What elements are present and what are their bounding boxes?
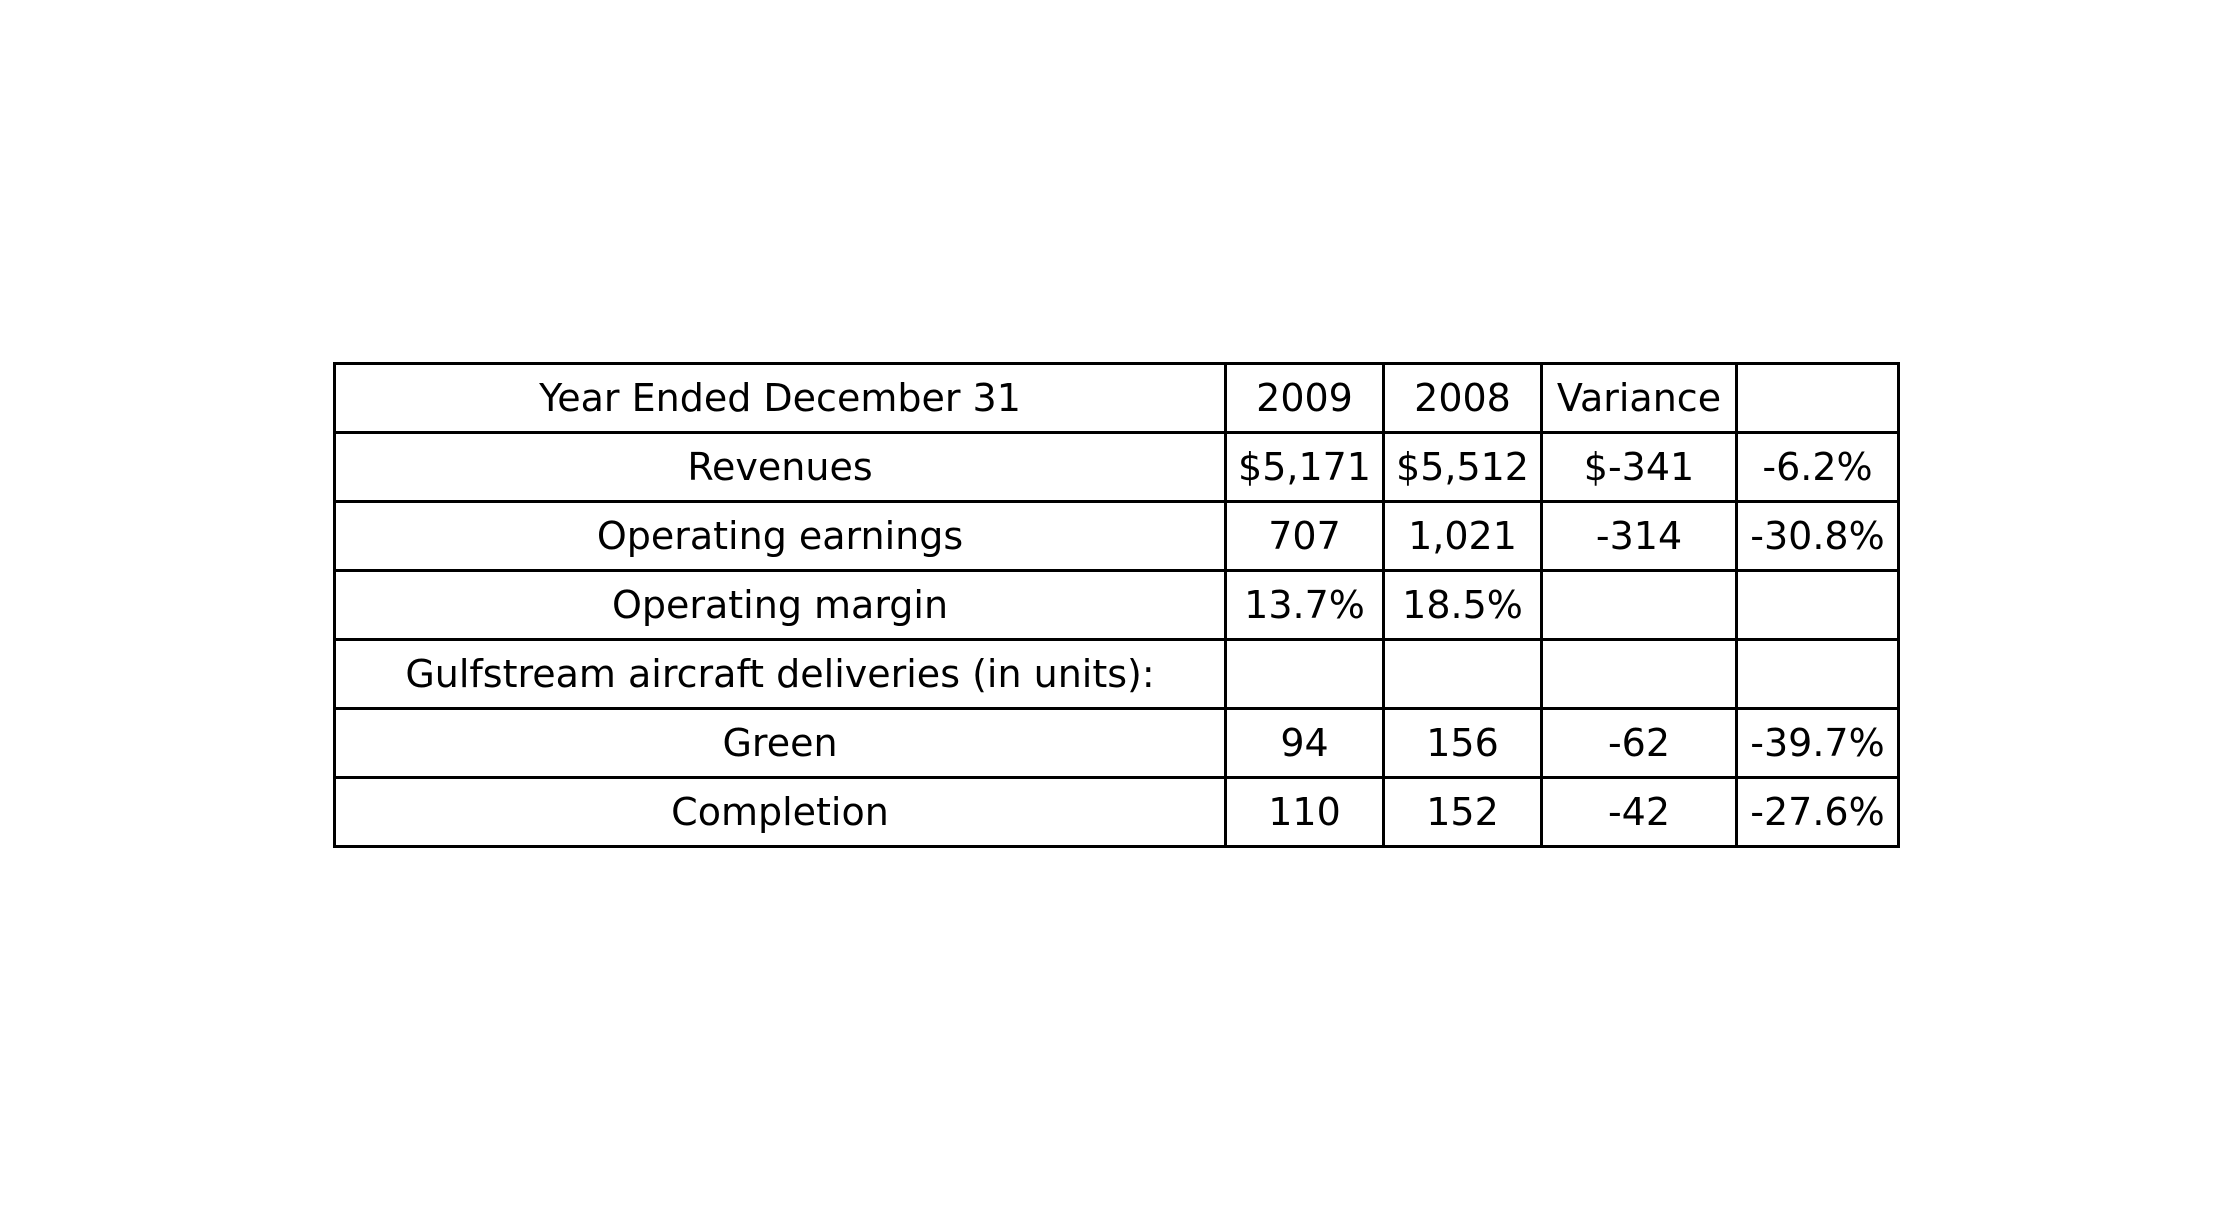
table-row: Revenues $5,171 $5,512 $-341 -6.2% — [333, 431, 1900, 503]
table-row: Completion 110 152 -42 -27.6% — [333, 776, 1900, 848]
header-cell-percent — [1735, 362, 1900, 434]
row-label: Green — [333, 707, 1227, 779]
cell-variance-percent: -27.6% — [1735, 776, 1900, 848]
row-label: Operating margin — [333, 569, 1227, 641]
header-row: Year Ended December 31 2009 2008 Varianc… — [333, 362, 1900, 434]
header-cell-variance: Variance — [1540, 362, 1738, 434]
cell-2008: 156 — [1382, 707, 1543, 779]
cell-2008: 1,021 — [1382, 500, 1543, 572]
cell-2008: $5,512 — [1382, 431, 1543, 503]
header-cell-2009: 2009 — [1224, 362, 1385, 434]
cell-2009: 707 — [1224, 500, 1385, 572]
cell-variance-percent — [1735, 638, 1900, 710]
cell-variance: -314 — [1540, 500, 1738, 572]
cell-variance-percent: -39.7% — [1735, 707, 1900, 779]
cell-variance-percent: -30.8% — [1735, 500, 1900, 572]
cell-2009: 110 — [1224, 776, 1385, 848]
table-row: Green 94 156 -62 -39.7% — [333, 707, 1900, 779]
table-row: Operating margin 13.7% 18.5% — [333, 569, 1900, 641]
cell-variance: $-341 — [1540, 431, 1738, 503]
row-label: Gulfstream aircraft deliveries (in units… — [333, 638, 1227, 710]
header-cell-label: Year Ended December 31 — [333, 362, 1227, 434]
cell-2009: 13.7% — [1224, 569, 1385, 641]
header-cell-2008: 2008 — [1382, 362, 1543, 434]
cell-2009 — [1224, 638, 1385, 710]
cell-2008 — [1382, 638, 1543, 710]
cell-variance — [1540, 569, 1738, 641]
cell-2009: $5,171 — [1224, 431, 1385, 503]
cell-2009: 94 — [1224, 707, 1385, 779]
cell-2008: 152 — [1382, 776, 1543, 848]
cell-2008: 18.5% — [1382, 569, 1543, 641]
table-row: Operating earnings 707 1,021 -314 -30.8% — [333, 500, 1900, 572]
cell-variance: -42 — [1540, 776, 1738, 848]
row-label: Operating earnings — [333, 500, 1227, 572]
cell-variance — [1540, 638, 1738, 710]
financial-table: Year Ended December 31 2009 2008 Varianc… — [333, 362, 1900, 848]
row-label: Revenues — [333, 431, 1227, 503]
cell-variance: -62 — [1540, 707, 1738, 779]
cell-variance-percent: -6.2% — [1735, 431, 1900, 503]
row-label: Completion — [333, 776, 1227, 848]
cell-variance-percent — [1735, 569, 1900, 641]
table-row: Gulfstream aircraft deliveries (in units… — [333, 638, 1900, 710]
